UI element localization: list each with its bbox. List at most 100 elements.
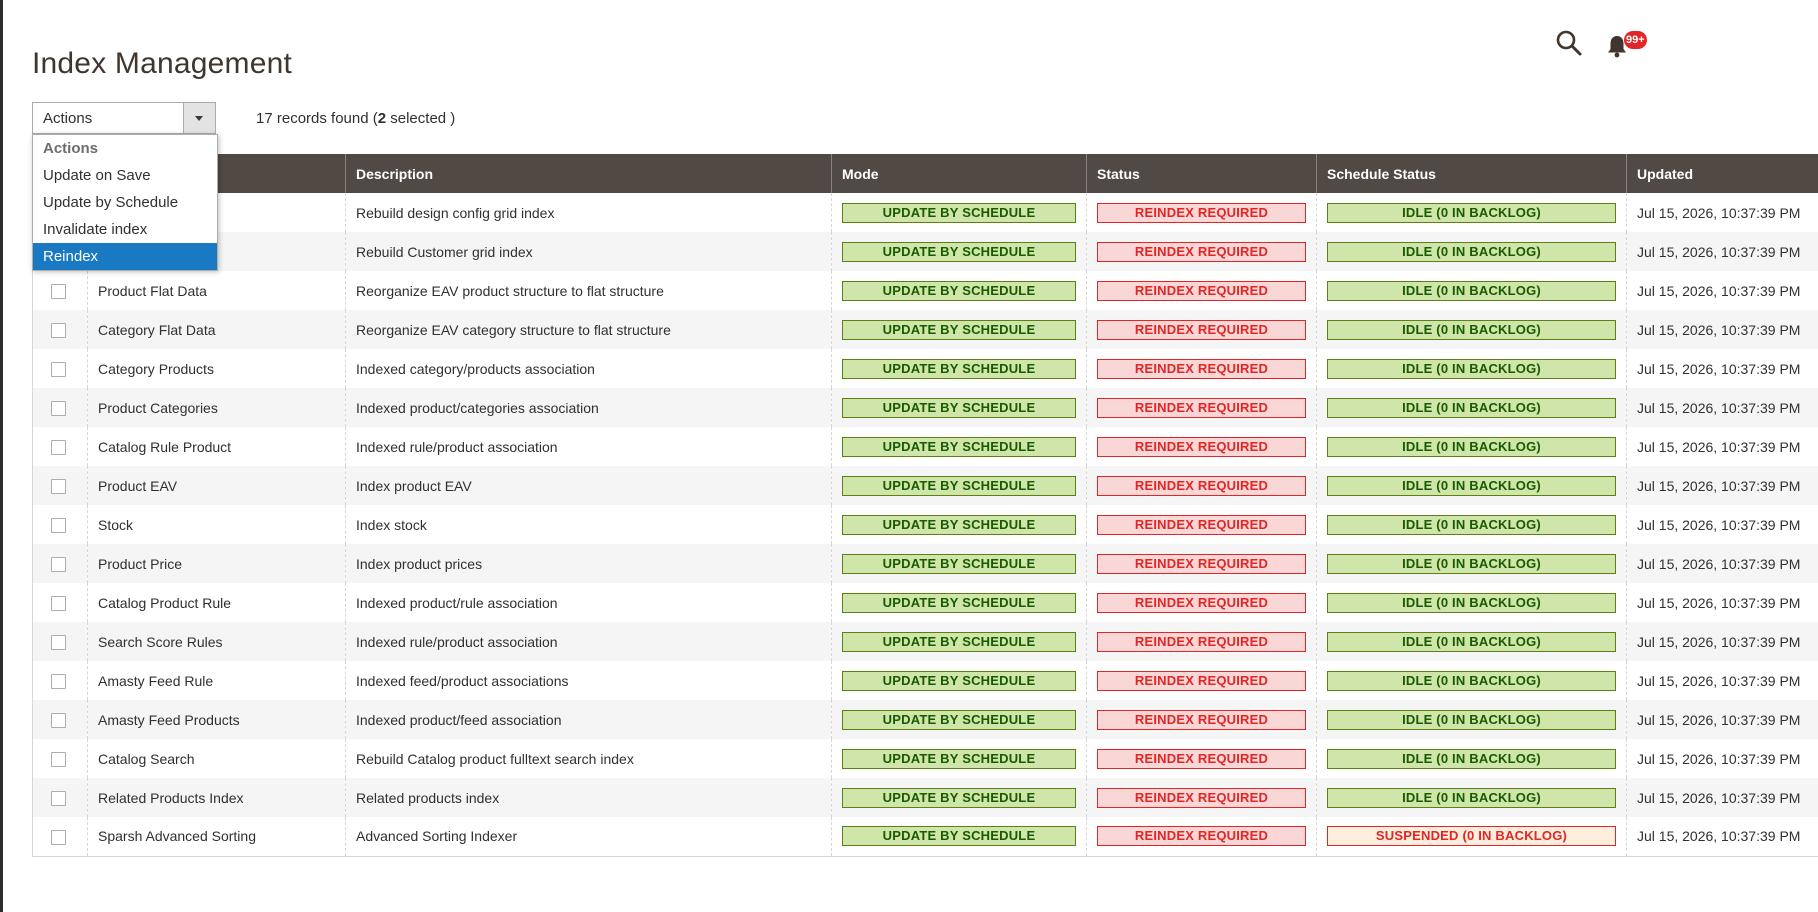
schedule-status-badge: IDLE (0 IN BACKLOG) [1327, 319, 1616, 340]
row-select-cell [32, 739, 88, 778]
schedule-status-badge: IDLE (0 IN BACKLOG) [1327, 670, 1616, 691]
row-checkbox[interactable] [51, 439, 66, 455]
mode-cell: UPDATE BY SCHEDULE [831, 505, 1087, 544]
mode-cell: UPDATE BY SCHEDULE [831, 388, 1087, 427]
updated-cell: Jul 15, 2026, 10:37:39 PM [1626, 388, 1818, 427]
column-header-mode[interactable]: Mode [831, 154, 1087, 193]
row-checkbox[interactable] [51, 400, 66, 416]
mode-badge: UPDATE BY SCHEDULE [842, 553, 1076, 574]
schedule-status-cell: IDLE (0 IN BACKLOG) [1316, 700, 1627, 739]
schedule-status-cell: IDLE (0 IN BACKLOG) [1316, 583, 1627, 622]
schedule-status-badge: IDLE (0 IN BACKLOG) [1327, 631, 1616, 652]
description-cell: Reorganize EAV category structure to fla… [345, 310, 832, 349]
column-header-schedule-status[interactable]: Schedule Status [1316, 154, 1627, 193]
updated-cell: Jul 15, 2026, 10:37:39 PM [1626, 700, 1818, 739]
bell-icon [1608, 36, 1626, 58]
schedule-status-cell: IDLE (0 IN BACKLOG) [1316, 544, 1627, 583]
status-cell: REINDEX REQUIRED [1086, 349, 1317, 388]
status-cell: REINDEX REQUIRED [1086, 700, 1317, 739]
row-select-cell [32, 544, 88, 583]
status-cell: REINDEX REQUIRED [1086, 778, 1317, 817]
column-header-description[interactable]: Description [345, 154, 832, 193]
updated-cell: Jul 15, 2026, 10:37:39 PM [1626, 544, 1818, 583]
indexer-cell: Related Products Index [87, 778, 346, 817]
mode-badge: UPDATE BY SCHEDULE [842, 787, 1076, 808]
grid-header-row: Description Mode Status Schedule Status … [32, 154, 1818, 193]
mode-cell: UPDATE BY SCHEDULE [831, 544, 1087, 583]
row-select-cell [32, 505, 88, 544]
row-select-cell [32, 388, 88, 427]
schedule-status-badge: IDLE (0 IN BACKLOG) [1327, 748, 1616, 769]
actions-menu-item[interactable]: Reindex [33, 243, 217, 270]
status-badge: REINDEX REQUIRED [1097, 436, 1306, 457]
mass-actions-select[interactable]: Actions [32, 102, 216, 134]
header-actions: 99+ [1554, 26, 1647, 62]
indexer-cell: Catalog Product Rule [87, 583, 346, 622]
status-badge: REINDEX REQUIRED [1097, 241, 1306, 262]
row-checkbox[interactable] [51, 829, 66, 845]
updated-cell: Jul 15, 2026, 10:37:39 PM [1626, 310, 1818, 349]
table-row: Rebuild design config grid index UPDATE B… [32, 193, 1818, 232]
updated-cell: Jul 15, 2026, 10:37:39 PM [1626, 271, 1818, 310]
row-checkbox[interactable] [51, 673, 66, 689]
row-checkbox[interactable] [51, 712, 66, 728]
schedule-status-cell: SUSPENDED (0 IN BACKLOG) [1316, 817, 1627, 857]
status-cell: REINDEX REQUIRED [1086, 661, 1317, 700]
updated-cell: Jul 15, 2026, 10:37:39 PM [1626, 193, 1818, 232]
mass-actions-toggle[interactable] [183, 103, 215, 133]
status-badge: REINDEX REQUIRED [1097, 553, 1306, 574]
actions-menu-item[interactable]: Invalidate index [43, 221, 148, 238]
row-checkbox[interactable] [51, 634, 66, 650]
row-select-cell [32, 583, 88, 622]
status-badge: REINDEX REQUIRED [1097, 475, 1306, 496]
description-cell: Index stock [345, 505, 832, 544]
row-select-cell [32, 700, 88, 739]
mass-actions-dropdown: Actions Update on Save Update by Schedule I… [32, 134, 218, 271]
column-header-status[interactable]: Status [1086, 154, 1317, 193]
table-row: Catalog Rule Product Indexed rule/product… [32, 427, 1818, 466]
row-checkbox[interactable] [51, 595, 66, 611]
schedule-status-cell: IDLE (0 IN BACKLOG) [1316, 622, 1627, 661]
description-cell: Indexed product/feed association [345, 700, 832, 739]
row-checkbox[interactable] [51, 283, 66, 299]
row-checkbox[interactable] [51, 478, 66, 494]
row-checkbox[interactable] [51, 790, 66, 806]
table-row: Related Products Index Related products i… [32, 778, 1818, 817]
indexer-cell: Sparsh Advanced Sorting [87, 817, 346, 857]
table-row: Amasty Feed Rule Indexed feed/product ass… [32, 661, 1818, 700]
mode-badge: UPDATE BY SCHEDULE [842, 202, 1076, 223]
schedule-status-cell: IDLE (0 IN BACKLOG) [1316, 739, 1627, 778]
updated-cell: Jul 15, 2026, 10:37:39 PM [1626, 349, 1818, 388]
mode-cell: UPDATE BY SCHEDULE [831, 583, 1087, 622]
row-checkbox[interactable] [51, 517, 66, 533]
status-cell: REINDEX REQUIRED [1086, 271, 1317, 310]
schedule-status-badge: SUSPENDED (0 IN BACKLOG) [1327, 826, 1616, 847]
table-row: Rebuild Customer grid index UPDATE BY SCH… [32, 232, 1818, 271]
row-checkbox[interactable] [51, 322, 66, 338]
schedule-status-badge: IDLE (0 IN BACKLOG) [1327, 475, 1616, 496]
row-select-cell [32, 466, 88, 505]
row-select-cell [32, 349, 88, 388]
notifications-button[interactable]: 99+ [1606, 28, 1647, 60]
row-checkbox[interactable] [51, 556, 66, 572]
row-checkbox[interactable] [51, 751, 66, 767]
column-header-updated[interactable]: Updated [1626, 154, 1818, 193]
mode-cell: UPDATE BY SCHEDULE [831, 739, 1087, 778]
schedule-status-cell: IDLE (0 IN BACKLOG) [1316, 427, 1627, 466]
actions-menu-item[interactable]: Update on Save [43, 167, 151, 184]
status-badge: REINDEX REQUIRED [1097, 787, 1306, 808]
schedule-status-badge: IDLE (0 IN BACKLOG) [1327, 592, 1616, 613]
search-icon[interactable] [1554, 28, 1584, 58]
schedule-status-badge: IDLE (0 IN BACKLOG) [1327, 514, 1616, 535]
updated-cell: Jul 15, 2026, 10:37:39 PM [1626, 739, 1818, 778]
status-cell: REINDEX REQUIRED [1086, 310, 1317, 349]
row-checkbox[interactable] [51, 361, 66, 377]
description-cell: Reorganize EAV product structure to flat… [345, 271, 832, 310]
row-select-cell [32, 661, 88, 700]
indexer-cell: Category Products [87, 349, 346, 388]
indexer-cell: Amasty Feed Rule [87, 661, 346, 700]
row-select-cell [32, 271, 88, 310]
records-found: 17 records found (2 selected ) [256, 110, 456, 127]
status-cell: REINDEX REQUIRED [1086, 232, 1317, 271]
actions-menu-item[interactable]: Update by Schedule [43, 194, 179, 211]
